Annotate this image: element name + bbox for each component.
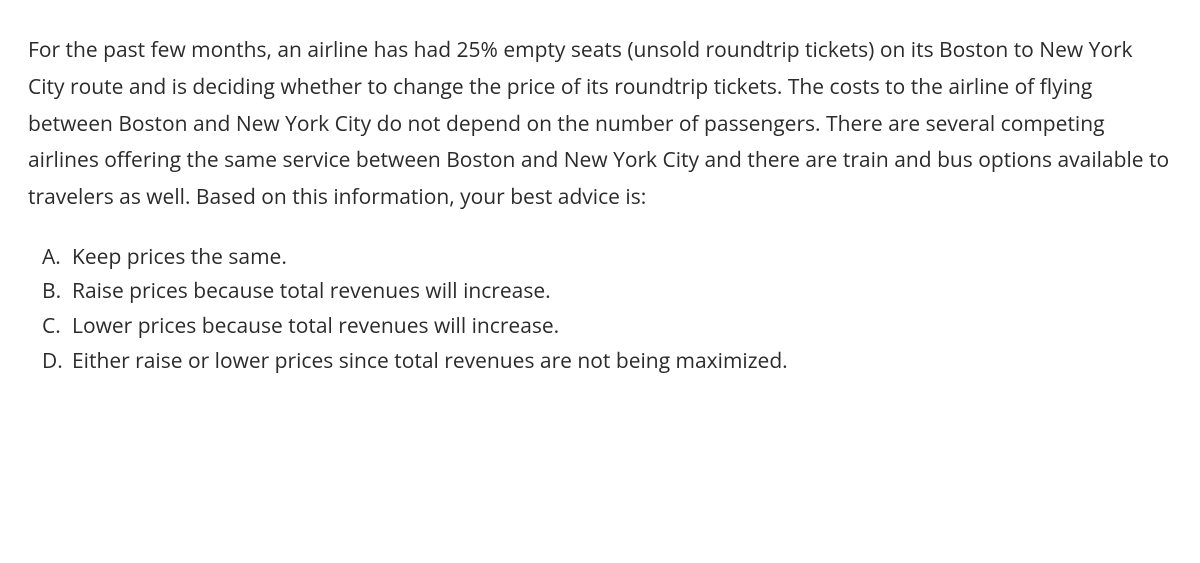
option-letter: B. — [42, 274, 72, 309]
option-text: Raise prices because total revenues will… — [72, 274, 1172, 309]
option-text: Keep prices the same. — [72, 240, 1172, 275]
option-letter: D. — [42, 344, 72, 379]
question-prompt: For the past few months, an airline has … — [28, 32, 1172, 216]
option-b[interactable]: B. Raise prices because total revenues w… — [42, 274, 1172, 309]
option-d[interactable]: D. Either raise or lower prices since to… — [42, 344, 1172, 379]
option-c[interactable]: C. Lower prices because total revenues w… — [42, 309, 1172, 344]
option-a[interactable]: A. Keep prices the same. — [42, 240, 1172, 275]
option-text: Either raise or lower prices since total… — [72, 344, 1172, 379]
option-text: Lower prices because total revenues will… — [72, 309, 1172, 344]
options-list: A. Keep prices the same. B. Raise prices… — [28, 240, 1172, 379]
option-letter: C. — [42, 309, 72, 344]
option-letter: A. — [42, 240, 72, 275]
